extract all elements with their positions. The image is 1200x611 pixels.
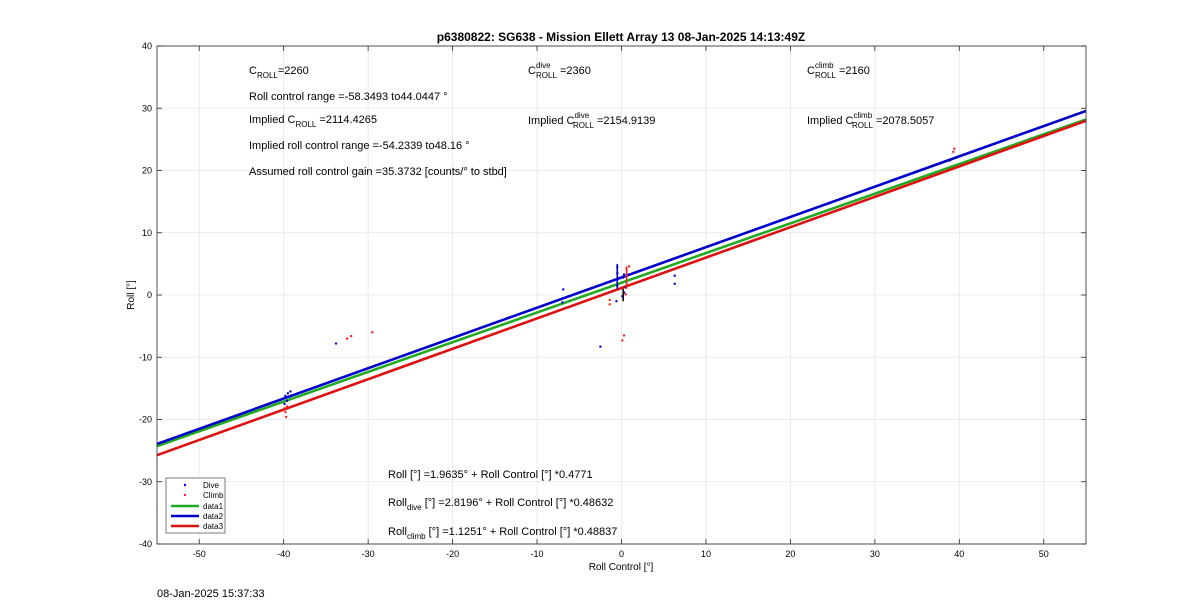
point-climb	[285, 415, 288, 419]
fit-lines	[156, 109, 1087, 457]
y-tick-label: -20	[139, 415, 152, 425]
legend-entry-data2: data2	[171, 512, 224, 521]
legend-entry-climb: Climb	[183, 491, 224, 500]
annotation-implied-c-climb: Implied Cclimb ROLL =2078.5057	[807, 111, 934, 130]
y-tick-label: -40	[139, 539, 152, 549]
axis-ticks: -50 -40 -30 -20 -10 0 10 20 30 40 50 -40 -30 -20 -10 0 1…	[139, 41, 1086, 559]
point-dive	[285, 399, 289, 403]
point-climb	[371, 331, 374, 334]
x-tick-label: 20	[785, 549, 795, 559]
annotation-fit-all: Roll [°] =1.9635° + Roll Control [°] *0.…	[388, 469, 593, 481]
point-climb	[608, 303, 611, 306]
point-dive	[286, 392, 290, 395]
point-dive	[289, 390, 292, 393]
point-climb	[624, 293, 627, 296]
fit-line-data1	[156, 118, 1087, 448]
legend-label-climb: Climb	[203, 491, 224, 500]
point-climb	[284, 410, 287, 414]
y-tick-label: 0	[147, 290, 152, 300]
legend: Dive Climb data1 data2 data3	[165, 477, 226, 534]
annotation-c-dive: Cdive ROLL =2360	[528, 61, 591, 80]
legend-label-dive: Dive	[203, 481, 220, 490]
point-dive	[673, 274, 676, 277]
point-dive	[615, 300, 618, 303]
point-dive	[673, 282, 676, 285]
x-axis-label: Roll Control [°]	[589, 562, 654, 573]
legend-label-data3: data3	[203, 522, 224, 531]
annotation-gain: Assumed roll control gain =35.3732 [coun…	[249, 166, 507, 178]
annotation-roll-range: Roll control range =-58.3493 to44.0447 °	[249, 91, 448, 103]
y-tick-label: 40	[142, 41, 152, 51]
point-climb	[608, 298, 611, 302]
x-tick-label: -20	[446, 549, 459, 559]
x-tick-label: -10	[531, 549, 544, 559]
y-tick-label: 20	[142, 166, 152, 176]
x-tick-label: 30	[870, 549, 880, 559]
point-climb	[345, 337, 349, 340]
point-dive	[561, 301, 564, 304]
point-dive	[283, 402, 286, 406]
annotation-c-roll: CROLL=2260	[249, 65, 309, 80]
annotation-implied-c-dive: Implied Cdive ROLL =2154.9139	[528, 111, 655, 130]
annotation-implied-range: Implied roll control range =-54.2339 to4…	[249, 140, 470, 152]
point-climb	[952, 150, 955, 154]
point-climb	[283, 407, 286, 410]
legend-marker-climb	[183, 493, 187, 497]
y-tick-label: -10	[139, 352, 152, 362]
y-axis-label: Roll [°]	[126, 280, 137, 310]
legend-entry-data1: data1	[171, 502, 224, 511]
annotation-c-climb: Cclimb ROLL =2160	[807, 61, 870, 80]
y-tick-label: 10	[142, 228, 152, 238]
data-points	[283, 147, 956, 419]
legend-label-data1: data1	[203, 502, 224, 511]
x-tick-label: -30	[362, 549, 375, 559]
fit-line-data2	[156, 109, 1087, 446]
point-dive	[562, 288, 565, 291]
point-climb	[350, 334, 353, 338]
legend-label-data2: data2	[203, 512, 224, 521]
point-dive	[622, 273, 626, 276]
footer-timestamp: 08-Jan-2025 15:37:33	[157, 588, 265, 600]
legend-entry-data3: data3	[171, 522, 224, 531]
x-tick-label: 10	[701, 549, 711, 559]
chart-title: p6380822: SG638 - Mission Ellett Array 1…	[437, 30, 805, 44]
y-tick-label: 30	[142, 103, 152, 113]
annotation-fit-dive: Rolldive [°] =2.8196° + Roll Control [°]…	[388, 497, 613, 512]
y-tick-label: -30	[139, 477, 152, 487]
legend-entry-dive: Dive	[183, 481, 220, 490]
point-dive	[621, 276, 625, 279]
x-tick-label: 0	[619, 549, 624, 559]
x-tick-label: 50	[1039, 549, 1049, 559]
point-dive	[284, 394, 287, 398]
point-dive	[948, 159, 952, 162]
annotation-fit-climb: Rollclimb [°] =1.1251° + Roll Control [°…	[388, 526, 617, 541]
fit-line-data3	[156, 119, 1087, 457]
x-tick-label: -50	[193, 549, 206, 559]
x-tick-label: 40	[954, 549, 964, 559]
point-climb	[621, 339, 624, 342]
point-dive	[334, 342, 338, 345]
point-climb	[622, 334, 626, 337]
annotation-implied-c-roll: Implied CROLL =2114.4265	[249, 114, 377, 129]
x-tick-label: -40	[277, 549, 290, 559]
point-climb	[627, 265, 631, 268]
legend-marker-dive	[183, 483, 187, 487]
point-dive	[599, 345, 602, 348]
point-climb	[285, 405, 289, 408]
point-climb	[953, 147, 956, 150]
